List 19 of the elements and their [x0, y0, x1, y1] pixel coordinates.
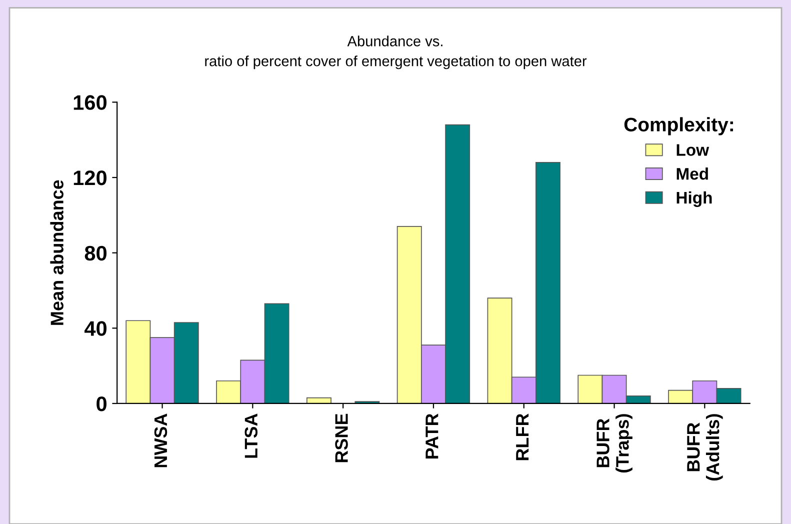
y-tick-label: 80	[84, 246, 106, 261]
y-axis-title: Mean abundance	[50, 180, 64, 325]
legend-label: Low	[676, 144, 710, 156]
legend-label: Med	[676, 168, 708, 180]
x-tick-label: PATR	[426, 414, 438, 458]
chart-title: Abundance vs. ratio of percent cover of emergent vegetation to open water	[205, 36, 587, 70]
legend-title: Complexity:	[624, 117, 734, 136]
y-tick-label: 160	[74, 95, 106, 110]
y-tick-label: 120	[74, 170, 106, 186]
x-tick-label: LTSA	[244, 414, 258, 458]
y-tick-label: 0	[96, 396, 106, 412]
legend-label: High	[676, 191, 712, 207]
x-tick-label: BUFR (Adults)	[687, 414, 723, 480]
x-tick-label: NWSA	[154, 414, 168, 468]
x-tick-label: RSNE	[335, 414, 348, 462]
x-tick-label: BUFR (Traps)	[596, 414, 632, 472]
bar	[306, 397, 332, 404]
y-tick-label: 40	[84, 321, 106, 336]
x-tick-label: RLFR	[516, 414, 529, 460]
